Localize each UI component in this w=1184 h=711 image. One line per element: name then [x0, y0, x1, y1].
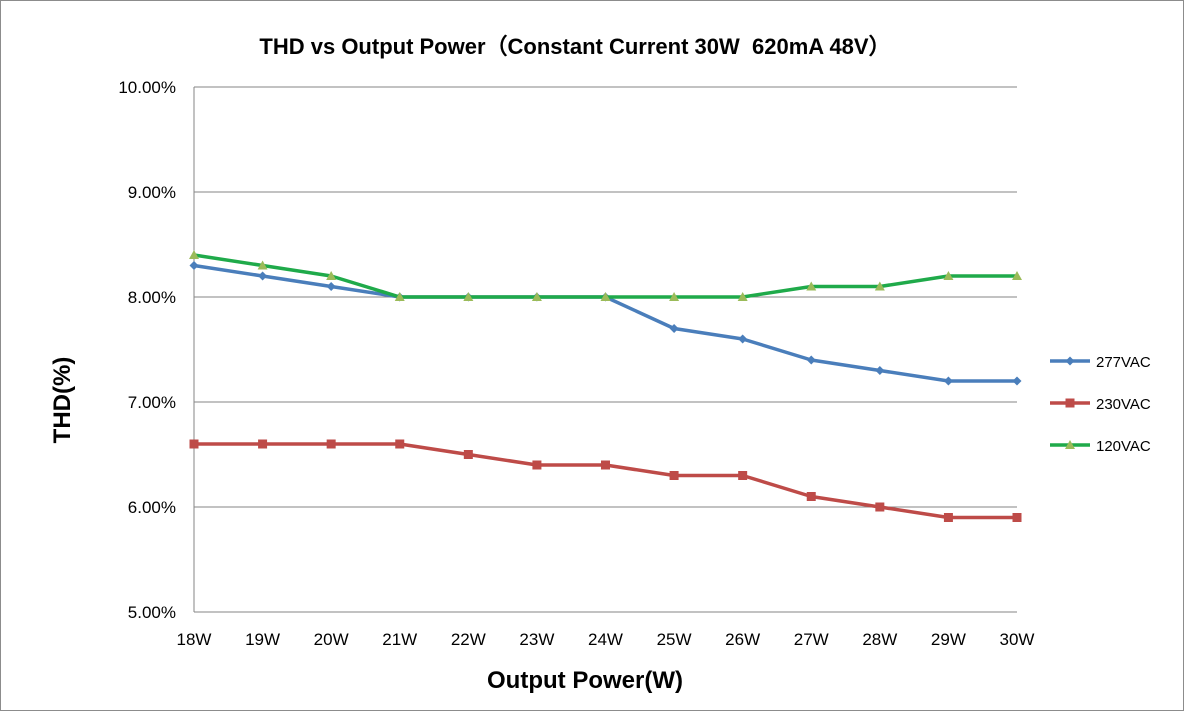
data-point-230vac: [326, 439, 336, 449]
data-point-277vac: [738, 334, 748, 344]
x-tick-label: 21W: [382, 630, 417, 649]
data-point-230vac: [875, 502, 885, 512]
y-axis-title: THD(%): [49, 357, 76, 444]
x-tick-label: 30W: [1000, 630, 1035, 649]
x-tick-label: 20W: [314, 630, 349, 649]
data-point-120vac: [257, 260, 268, 270]
legend-swatch-marker: [1065, 440, 1075, 449]
data-point-120vac: [806, 281, 817, 291]
data-point-120vac: [600, 292, 611, 301]
x-tick-label: 25W: [657, 630, 692, 649]
axes: [193, 87, 1017, 613]
data-point-277vac: [1012, 376, 1022, 386]
data-point-277vac: [806, 355, 816, 365]
data-point-120vac: [463, 292, 474, 301]
data-point-230vac: [943, 513, 953, 522]
data-point-120vac: [737, 292, 748, 301]
data-point-277vac: [943, 376, 953, 386]
x-tick-label: 27W: [794, 630, 829, 649]
data-point-277vac: [258, 271, 268, 281]
x-tick-labels: 18W 19W 20W 21W 22W 23W 24W 25W 26W 27W 28W 29W 30W: [177, 630, 1035, 649]
data-point-230vac: [669, 471, 679, 480]
data-point-277vac: [875, 366, 885, 375]
series-230vac: [189, 439, 1022, 522]
y-tick-label: 7.00%: [128, 393, 176, 412]
data-point-230vac: [806, 492, 816, 501]
data-point-120vac: [189, 250, 199, 259]
x-tick-label: 29W: [931, 630, 966, 649]
series-277vac: [189, 261, 1022, 386]
legend-label: 230VAC: [1096, 396, 1151, 413]
data-point-120vac: [531, 292, 542, 301]
data-point-230vac: [463, 450, 473, 459]
x-tick-label: 18W: [177, 630, 212, 649]
data-point-230vac: [395, 439, 405, 449]
legend-swatch-marker: [1065, 356, 1075, 366]
data-point-277vac: [326, 282, 336, 291]
series-group: [189, 250, 1022, 522]
data-point-120vac: [669, 292, 680, 301]
y-tick-label: 10.00%: [118, 78, 176, 97]
data-point-120vac: [394, 292, 405, 301]
y-tick-label: 5.00%: [128, 603, 176, 622]
data-point-230vac: [258, 439, 268, 449]
data-point-120vac: [1012, 271, 1022, 280]
y-tick-label: 8.00%: [128, 288, 176, 307]
x-tick-label: 22W: [451, 630, 486, 649]
x-tick-label: 28W: [862, 630, 897, 649]
chart-title: THD vs Output Power（Constant Current 30W…: [259, 34, 890, 59]
data-point-230vac: [532, 460, 542, 470]
x-axis-title: Output Power(W): [487, 667, 683, 694]
legend-label: 120VAC: [1096, 438, 1151, 455]
series-120vac: [189, 250, 1022, 301]
legend-item-120vac: 120VAC: [1050, 438, 1151, 455]
data-point-230vac: [738, 471, 748, 480]
series-line-230vac: [192, 442, 1019, 520]
legend: 277VAC 230VAC 120VAC: [1050, 354, 1151, 455]
data-point-277vac: [669, 324, 679, 333]
data-point-230vac: [1012, 513, 1022, 522]
data-point-120vac: [326, 271, 337, 280]
data-point-120vac: [943, 271, 954, 280]
x-tick-label: 23W: [519, 630, 554, 649]
y-tick-label: 6.00%: [128, 498, 176, 517]
legend-item-277vac: 277VAC: [1050, 354, 1151, 371]
data-point-230vac: [601, 460, 610, 470]
legend-item-230vac: 230VAC: [1050, 396, 1151, 413]
series-line-120vac: [192, 253, 1019, 299]
data-point-120vac: [874, 281, 885, 291]
x-tick-label: 26W: [725, 630, 760, 649]
legend-swatch-marker: [1065, 398, 1075, 408]
y-tick-label: 9.00%: [128, 183, 176, 202]
data-point-277vac: [189, 261, 199, 270]
x-tick-label: 24W: [588, 630, 623, 649]
x-tick-label: 19W: [245, 630, 280, 649]
legend-label: 277VAC: [1096, 354, 1151, 371]
y-tick-labels: 5.00% 6.00% 7.00% 8.00% 9.00% 10.00%: [118, 78, 176, 622]
data-point-230vac: [189, 439, 199, 449]
